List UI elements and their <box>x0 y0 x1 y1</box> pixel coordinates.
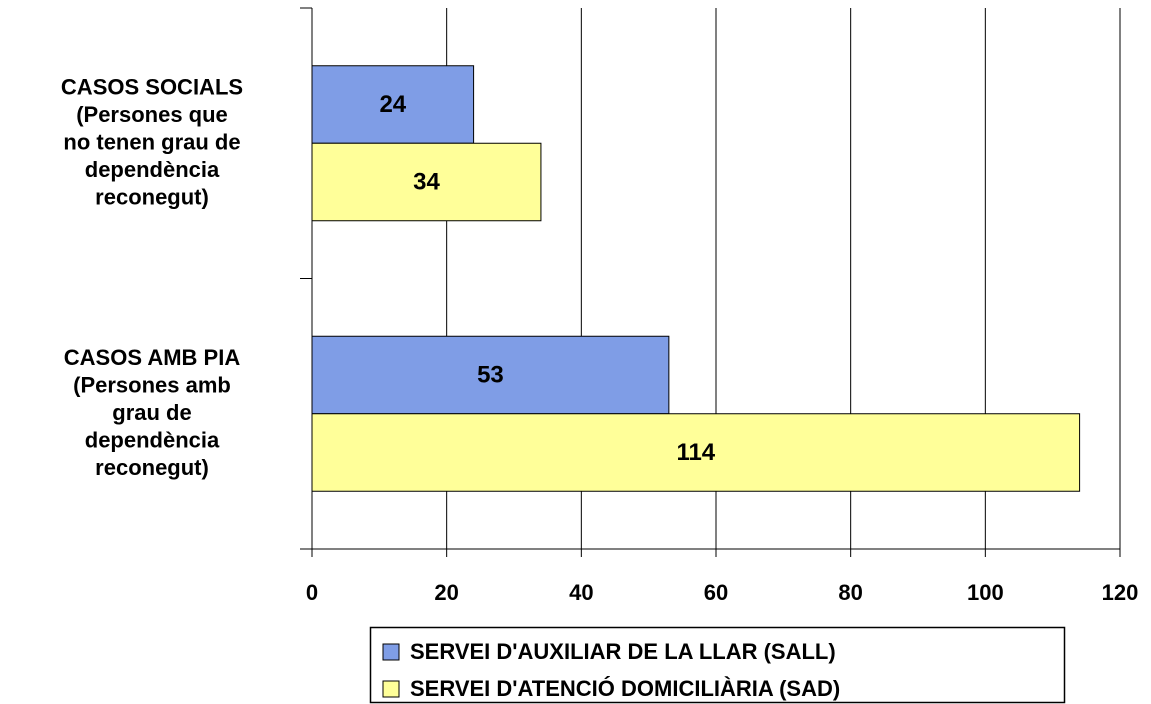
y-tick-label-line: (Persones amb <box>73 372 231 397</box>
x-tick-label: 80 <box>838 580 862 605</box>
y-tick-label: CASOS AMB PIA (Persones amb grau de dependè… <box>64 345 241 480</box>
legend-swatch <box>382 643 400 661</box>
y-tick-label-line: reconegut) <box>95 184 209 209</box>
x-tick-label: 120 <box>1102 580 1139 605</box>
y-tick-label-line: dependència <box>85 157 220 182</box>
x-tick-label: 60 <box>704 580 728 605</box>
y-tick-label: CASOS SOCIALS (Persones que no tenen grau … <box>61 74 243 209</box>
data-label: 34 <box>413 168 440 195</box>
bar <box>311 413 1081 492</box>
data-label: 53 <box>477 361 504 388</box>
data-label: 114 <box>676 439 715 466</box>
x-tick-label: 20 <box>434 580 458 605</box>
x-tick-label: 40 <box>569 580 593 605</box>
y-tick-label-line: reconegut) <box>95 455 209 480</box>
x-tick-label: 0 <box>306 580 318 605</box>
bar <box>311 335 670 415</box>
y-tick-label-line: dependència <box>85 427 220 452</box>
bar <box>311 142 542 222</box>
bar <box>311 65 475 144</box>
x-tick-label: 100 <box>967 580 1004 605</box>
y-tick-label-line: no tenen grau de <box>63 129 240 154</box>
legend-label: SERVEI D'ATENCIÓ DOMICILIÀRIA (SAD) <box>410 676 840 701</box>
y-tick-label-line: grau de <box>112 400 191 425</box>
y-tick-label-line: CASOS SOCIALS <box>61 74 243 99</box>
data-label: 24 <box>379 91 406 118</box>
y-tick-label-line: (Persones que <box>76 102 228 127</box>
legend-label: SERVEI D'AUXILIAR DE LA LLAR (SALL) <box>410 639 836 664</box>
legend-swatch <box>382 680 400 698</box>
legend-box <box>369 626 1066 704</box>
y-tick-label-line: CASOS AMB PIA <box>64 345 241 370</box>
